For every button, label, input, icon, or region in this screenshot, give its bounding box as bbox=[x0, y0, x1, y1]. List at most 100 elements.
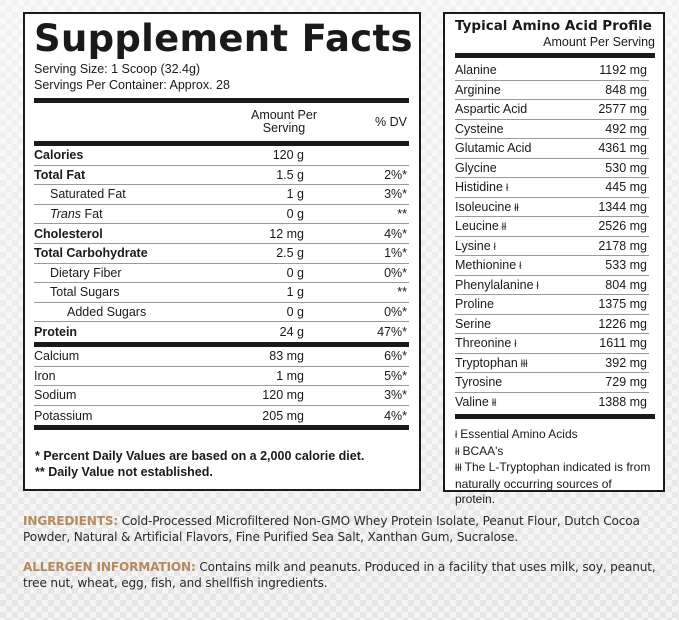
amino-name: Glutamic Acid bbox=[455, 141, 532, 156]
nutrient-amount: 12 mg bbox=[269, 226, 304, 241]
nutrient-dv: 0%* bbox=[384, 265, 407, 280]
amino-amount: 445 mg bbox=[605, 180, 647, 195]
amino-name: Lysine bbox=[455, 238, 491, 253]
column-header: Amount Per Serving % DV bbox=[34, 103, 409, 141]
nutrient-name: Cholesterol bbox=[34, 226, 103, 241]
amino-name: Valine bbox=[455, 395, 489, 410]
amino-amount: 2577 mg bbox=[598, 102, 647, 117]
nutrient-dv: 3%* bbox=[384, 187, 407, 202]
mineral-amount: 120 mg bbox=[262, 388, 304, 403]
amino-name: Aspartic Acid bbox=[455, 102, 528, 117]
amino-row: Tyrosine 729 mg bbox=[455, 373, 649, 393]
amino-profile-title: Typical Amino Acid Profile bbox=[455, 18, 652, 34]
amino-amount: 1611 mg bbox=[599, 336, 647, 351]
note-text: BCAA's bbox=[462, 443, 504, 458]
ingredients-text: Cold-Processed Microfiltered Non-GMO Whe… bbox=[23, 514, 640, 544]
servings-per-container: Servings Per Container: Approx. 28 bbox=[34, 78, 230, 92]
allergen-section: ALLERGEN INFORMATION: Contains milk and … bbox=[23, 560, 673, 591]
serving-size: Serving Size: 1 Scoop (32.4g) bbox=[34, 62, 201, 76]
nutrient-amount: 2.5 g bbox=[276, 246, 304, 261]
amino-row: Valine łł 1388 mg bbox=[455, 393, 649, 413]
column-header-dv: % DV bbox=[375, 115, 407, 129]
note-bcaa: łł BCAA's bbox=[455, 444, 655, 461]
nutrient-amount: 1 g bbox=[286, 285, 304, 300]
amino-name: Cysteine bbox=[455, 121, 504, 136]
amino-amount: 530 mg bbox=[605, 160, 647, 175]
amino-name: Arginine bbox=[455, 82, 501, 97]
amino-amount: 1388 mg bbox=[598, 395, 647, 410]
mineral-name: Calcium bbox=[34, 349, 80, 364]
mineral-row-potassium: Potassium 205 mg 4%* bbox=[34, 406, 409, 426]
note-mark: łłł bbox=[455, 463, 462, 474]
amino-profile-subtitle: Amount Per Serving bbox=[543, 35, 655, 49]
amino-acid-table: Alanine 1192 mg Arginine 848 mg Aspartic A… bbox=[455, 61, 655, 412]
divider-thick bbox=[34, 341, 409, 347]
nutrient-amount: 120 g bbox=[272, 148, 304, 163]
nutrient-dv: 2%* bbox=[384, 167, 407, 182]
mineral-dv: 6%* bbox=[384, 349, 407, 364]
mineral-dv: 5%* bbox=[384, 368, 407, 383]
amino-mark: ł bbox=[505, 183, 509, 195]
amino-row: Isoleucine łł 1344 mg bbox=[455, 198, 649, 217]
footnote-dv: * Percent Daily Values are based on a 2,… bbox=[35, 449, 365, 464]
footnote-not-established: ** Daily Value not established. bbox=[35, 465, 213, 480]
ingredients-section: INGREDIENTS: Cold-Processed Microfiltere… bbox=[23, 514, 673, 545]
amino-row: Proline 1375 mg bbox=[455, 295, 649, 315]
nutrient-row-protein: Protein 24 g 47%* bbox=[34, 322, 409, 342]
nutrient-dv: 4%* bbox=[384, 226, 407, 241]
mineral-row-iron: Iron 1 mg 5%* bbox=[34, 367, 409, 387]
amino-amount: 1226 mg bbox=[598, 316, 647, 331]
amino-row: Phenylalanine ł 804 mg bbox=[455, 276, 649, 295]
amino-amount: 2178 mg bbox=[598, 238, 647, 253]
nutrient-row-total-fat: Total Fat 1.5 g 2%* bbox=[34, 166, 409, 186]
amino-mark: łł bbox=[514, 202, 519, 214]
amino-name: Serine bbox=[455, 316, 492, 331]
mineral-amount: 83 mg bbox=[269, 349, 304, 364]
mineral-table: Calcium 83 mg 6%* Iron 1 mg 5%* Sodium 1… bbox=[34, 347, 409, 425]
nutrient-row-total-carbohydrate: Total Carbohydrate 2.5 g 1%* bbox=[34, 244, 409, 264]
amino-name: Leucine bbox=[455, 219, 499, 234]
amino-row: Arginine 848 mg bbox=[455, 81, 649, 100]
nutrient-row-cholesterol: Cholesterol 12 mg 4%* bbox=[34, 224, 409, 244]
amino-amount: 2526 mg bbox=[598, 219, 647, 234]
note-mark: łł bbox=[455, 446, 460, 458]
nutrient-table: Calories 120 g Total Fat 1.5 g 2%* Satur… bbox=[34, 146, 409, 342]
mineral-row-calcium: Calcium 83 mg 6%* bbox=[34, 347, 409, 367]
mineral-dv: 3%* bbox=[384, 388, 407, 403]
amino-amount: 1375 mg bbox=[598, 297, 647, 312]
mineral-amount: 205 mg bbox=[262, 408, 304, 423]
amino-mark: łł bbox=[491, 398, 497, 410]
amino-row: Tryptophan łłł 392 mg bbox=[455, 354, 649, 373]
mineral-name: Potassium bbox=[34, 408, 93, 423]
amino-row: Glutamic Acid 4361 mg bbox=[455, 139, 649, 159]
divider-thick bbox=[455, 414, 655, 419]
nutrient-dv: 47%* bbox=[377, 325, 407, 340]
amino-amount: 1344 mg bbox=[598, 199, 647, 214]
amino-name: Alanine bbox=[455, 63, 497, 78]
amino-row: Leucine łł 2526 mg bbox=[455, 217, 649, 237]
divider-thick bbox=[34, 141, 409, 146]
nutrient-name: Total Fat bbox=[34, 167, 86, 182]
nutrient-dv: 0%* bbox=[384, 305, 407, 320]
nutrient-name: Calories bbox=[34, 148, 84, 163]
amino-row: Alanine 1192 mg bbox=[455, 61, 649, 81]
allergen-text: Contains milk and peanuts. Produced in a… bbox=[23, 560, 656, 590]
amino-row: Threonine ł 1611 mg bbox=[455, 334, 649, 354]
amino-row: Glycine 530 mg bbox=[455, 159, 649, 178]
nutrient-name: Trans Fat bbox=[34, 207, 224, 221]
supplement-facts-panel: Supplement Facts Serving Size: 1 Scoop (… bbox=[23, 12, 421, 491]
nutrient-amount: 1 g bbox=[286, 187, 304, 202]
amino-name: Tryptophan bbox=[455, 355, 518, 370]
nutrient-name: Protein bbox=[34, 325, 78, 340]
amino-amount: 492 mg bbox=[605, 121, 647, 136]
nutrient-row-dietary-fiber: Dietary Fiber 0 g 0%* bbox=[34, 264, 409, 284]
nutrient-amount: 0 g bbox=[286, 265, 304, 280]
mineral-amount: 1 mg bbox=[276, 368, 304, 383]
nutrient-name: Total Sugars bbox=[50, 285, 120, 300]
amino-row: Histidine ł 445 mg bbox=[455, 178, 649, 198]
amino-name: Methionine bbox=[455, 258, 517, 273]
amino-mark: ł bbox=[519, 261, 522, 273]
amino-mark: ł bbox=[536, 280, 539, 292]
footnotes: * Percent Daily Values are based on a 2,… bbox=[34, 448, 409, 480]
nutrient-amount: 0 g bbox=[286, 305, 304, 320]
